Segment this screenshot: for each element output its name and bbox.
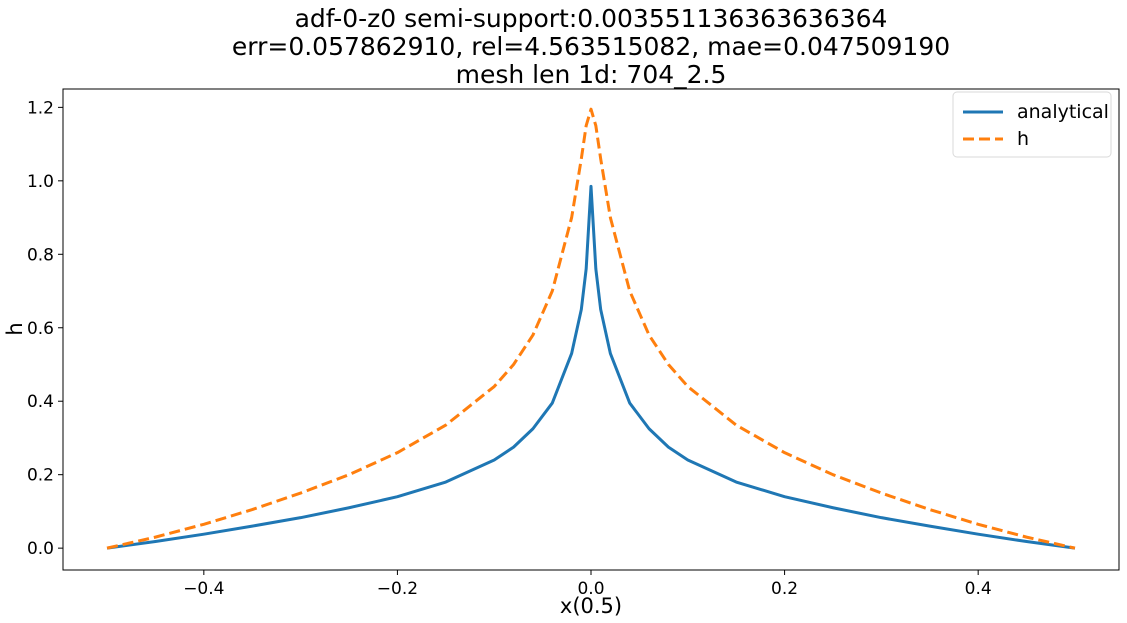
y-axis: 0.0 0.2 0.4 0.6 0.8 1.0 1.2 [27, 98, 63, 559]
y-tick-label: 0.0 [27, 539, 54, 559]
title-line-3: mesh len 1d: 704_2.5 [456, 60, 727, 89]
series-layer [106, 107, 1076, 550]
y-tick-label: 0.4 [27, 392, 54, 412]
x-tick-label: 0.2 [771, 579, 798, 599]
series-line-analytical [106, 184, 1076, 550]
legend: analytical h [952, 91, 1112, 158]
x-axis-label: x(0.5) [560, 594, 622, 618]
y-tick-label: 0.2 [27, 466, 54, 486]
legend-box [952, 91, 1112, 158]
x-tick-label: 0.4 [965, 579, 992, 599]
x-tick-label: 0.0 [577, 579, 604, 599]
y-tick-label: 0.8 [27, 245, 54, 265]
series-line-h [106, 107, 1076, 550]
y-axis-label: h [3, 322, 27, 335]
chart-title: adf-0-z0 semi-support:0.0035511363636363… [232, 4, 950, 89]
x-axis: −0.4 −0.2 0.0 0.2 0.4 [183, 570, 992, 599]
y-tick-label: 1.2 [27, 98, 54, 118]
title-line-2: err=0.057862910, rel=4.563515082, mae=0.… [232, 32, 950, 61]
title-line-1: adf-0-z0 semi-support:0.0035511363636363… [295, 4, 888, 33]
y-tick-label: 0.6 [27, 319, 54, 339]
legend-label-h: h [1017, 128, 1029, 150]
x-tick-label: −0.4 [183, 579, 224, 599]
legend-label-analytical: analytical [1017, 101, 1109, 123]
axes-frame [62, 88, 1120, 571]
y-tick-label: 1.0 [27, 172, 54, 192]
x-tick-label: −0.2 [377, 579, 418, 599]
